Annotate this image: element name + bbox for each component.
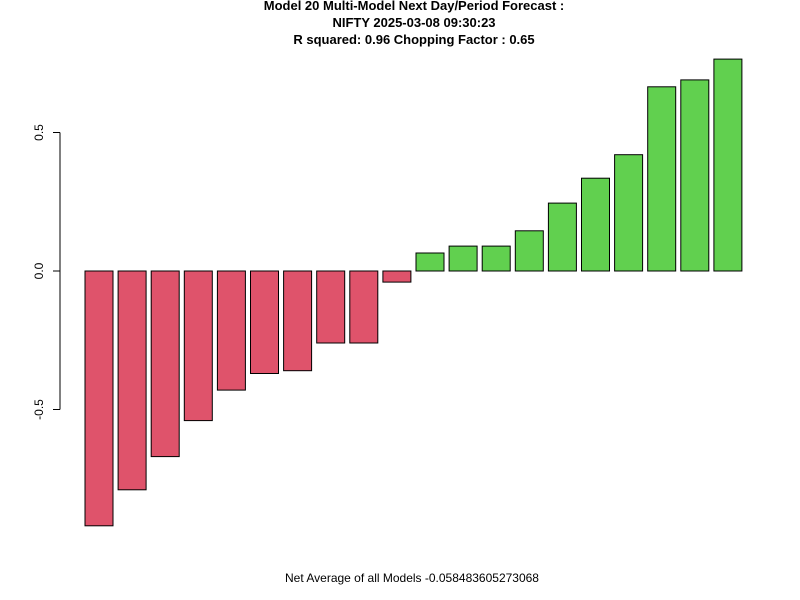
bar-13 bbox=[481, 245, 511, 272]
bar-17 bbox=[614, 154, 644, 272]
bar-1 bbox=[84, 270, 114, 527]
bars-group bbox=[84, 58, 743, 527]
bar-16 bbox=[581, 177, 610, 272]
bar-20 bbox=[713, 58, 743, 272]
bar-10 bbox=[382, 270, 412, 283]
bar-19 bbox=[680, 79, 710, 272]
bar-2 bbox=[117, 270, 147, 491]
y-tick-label-1: -0.5 bbox=[32, 399, 46, 420]
bar-12 bbox=[448, 245, 478, 272]
bar-8 bbox=[316, 270, 346, 344]
bar-3 bbox=[150, 270, 180, 458]
bar-4 bbox=[183, 270, 213, 422]
bar-5 bbox=[216, 270, 246, 391]
y-tick-label-2: 0.0 bbox=[32, 262, 46, 279]
bar-15 bbox=[547, 202, 577, 272]
y-tick-label-3: 0.5 bbox=[32, 124, 46, 141]
chart-title-line-1: Model 20 Multi-Model Next Day/Period For… bbox=[264, 0, 565, 13]
bar-7 bbox=[283, 270, 313, 372]
bar-18 bbox=[647, 86, 677, 272]
bar-6 bbox=[250, 270, 279, 374]
bar-11 bbox=[415, 252, 445, 272]
chart-title-line-2: NIFTY 2025-03-08 09:30:23 bbox=[332, 15, 495, 30]
bar-14 bbox=[514, 230, 544, 272]
chart-title-line-3: R squared: 0.96 Chopping Factor : 0.65 bbox=[293, 32, 534, 47]
y-axis: -0.5 0.0 0.5 bbox=[32, 124, 61, 420]
net-average-label: Net Average of all Models -0.05848360527… bbox=[285, 571, 539, 585]
bar-9 bbox=[349, 270, 379, 344]
